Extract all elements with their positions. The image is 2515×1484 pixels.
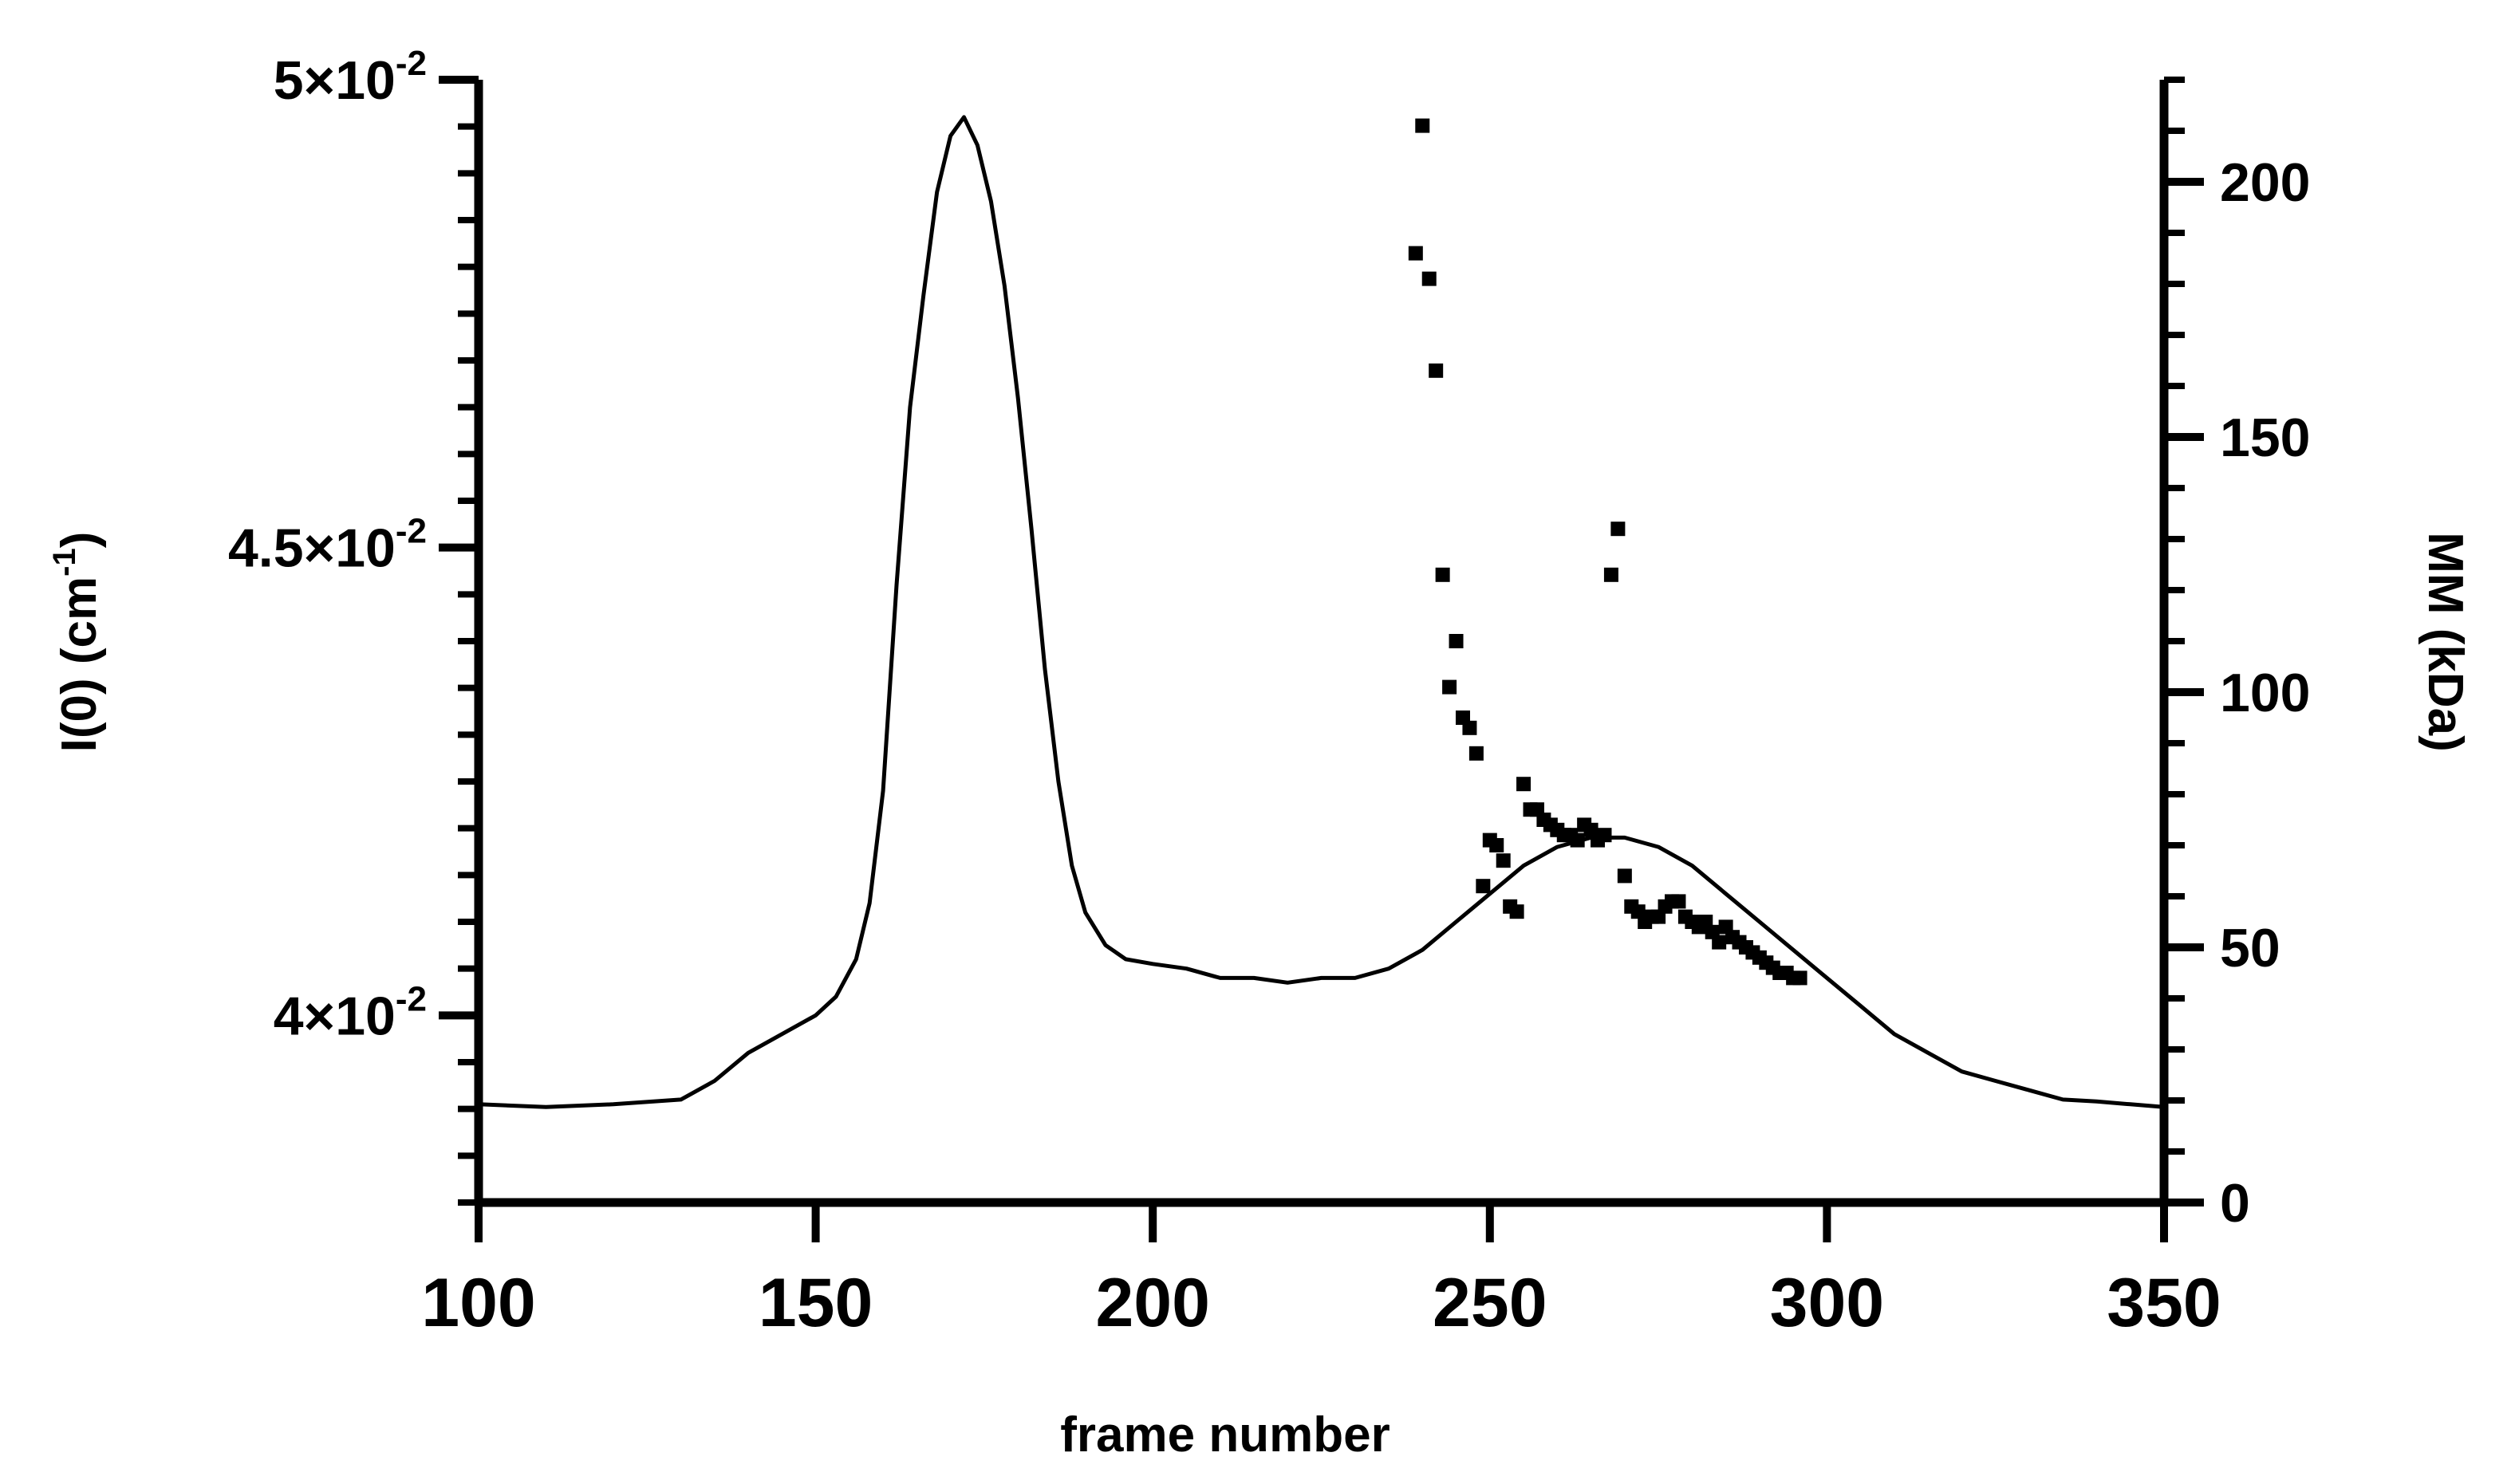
y-right-tick-label: 200 bbox=[2220, 152, 2310, 213]
x-tick-label: 300 bbox=[1770, 1265, 1885, 1341]
y-right-tick-label: 0 bbox=[2220, 1173, 2250, 1234]
mm-scatter-point bbox=[1509, 904, 1524, 919]
mm-scatter-point bbox=[1496, 853, 1511, 868]
mm-scatter-point bbox=[1442, 679, 1457, 695]
mm-scatter-point bbox=[1792, 970, 1807, 986]
left-y-axis-title: I(0) (cm-1) bbox=[47, 532, 107, 753]
left-y-axis-title-close: ) bbox=[52, 532, 107, 549]
mm-scatter-point bbox=[1468, 746, 1484, 761]
y-left-tick-exponent: -2 bbox=[396, 979, 427, 1018]
y-left-tick-exponent: -2 bbox=[396, 512, 427, 551]
mm-scatter-point bbox=[1435, 567, 1450, 582]
axes bbox=[474, 80, 2169, 1207]
mm-scatter-point bbox=[1476, 879, 1491, 894]
major-ticks bbox=[439, 76, 2204, 1242]
mm-scatter-point bbox=[1712, 935, 1727, 950]
x-tick-label: 250 bbox=[1433, 1265, 1547, 1341]
mm-scatter-point bbox=[1617, 868, 1632, 884]
y-left-tick-mantissa: 4.5×10 bbox=[228, 518, 396, 579]
mm-scatter-point bbox=[1671, 894, 1686, 909]
y-left-tick-mantissa: 5×10 bbox=[274, 50, 396, 111]
x-tick-label: 150 bbox=[759, 1265, 873, 1341]
x-tick-label: 100 bbox=[421, 1265, 536, 1341]
x-axis-title: frame number bbox=[1060, 1407, 1390, 1462]
mm-scatter-point bbox=[1462, 720, 1477, 735]
i0-series-line bbox=[478, 115, 2165, 1109]
mm-scatter-point bbox=[1597, 828, 1612, 843]
y-left-tick-label: 4×10-2 bbox=[274, 979, 427, 1046]
mm-scatter-point bbox=[1516, 777, 1531, 792]
y-right-tick-label: 150 bbox=[2220, 407, 2310, 468]
mm-scatter-point bbox=[1570, 833, 1585, 848]
y-right-tick-label: 50 bbox=[2220, 918, 2280, 978]
right-y-axis-title: MM (kDa) bbox=[2418, 532, 2473, 752]
y-left-tick-label: 5×10-2 bbox=[274, 44, 427, 111]
minor-ticks bbox=[458, 77, 2185, 1206]
mm-scatter-point bbox=[1408, 246, 1423, 261]
y-left-tick-mantissa: 4×10 bbox=[274, 986, 396, 1046]
left-y-axis-title-text: I(0) (cm bbox=[52, 577, 107, 752]
x-tick-label: 350 bbox=[2107, 1265, 2221, 1341]
series-layer bbox=[478, 115, 2165, 1109]
x-tick-label: 200 bbox=[1095, 1265, 1210, 1341]
mm-scatter-point bbox=[1429, 363, 1444, 378]
y-left-tick-label: 4.5×10-2 bbox=[228, 512, 427, 579]
left-y-axis-title-exp: -1 bbox=[47, 548, 82, 577]
y-left-tick-exponent: -2 bbox=[396, 44, 427, 83]
y-right-tick-label: 100 bbox=[2220, 663, 2310, 723]
mm-scatter-point bbox=[1415, 118, 1430, 133]
mm-scatter-point bbox=[1449, 634, 1464, 648]
mm-scatter-point bbox=[1489, 838, 1504, 852]
mm-scatter-point bbox=[1603, 567, 1618, 582]
mm-scatter-point bbox=[1610, 522, 1626, 537]
mm-scatter-point bbox=[1421, 271, 1437, 286]
